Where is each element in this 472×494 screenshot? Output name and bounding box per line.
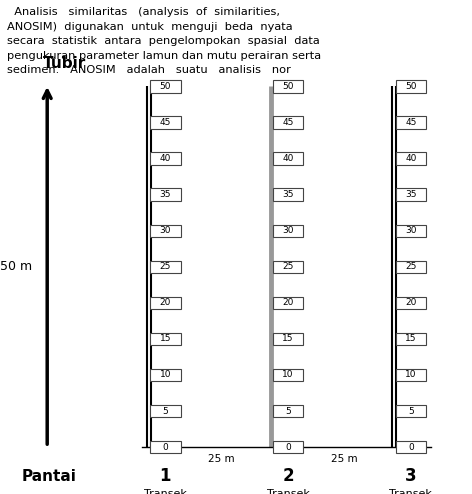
Text: 40: 40 <box>282 154 294 163</box>
Text: 45: 45 <box>282 118 294 127</box>
FancyBboxPatch shape <box>273 441 303 453</box>
FancyBboxPatch shape <box>150 224 181 237</box>
Text: 1: 1 <box>160 467 171 485</box>
Text: 40: 40 <box>405 154 417 163</box>
Text: 25 m: 25 m <box>331 454 358 464</box>
Text: 15: 15 <box>405 334 417 343</box>
Text: 3: 3 <box>405 467 417 485</box>
FancyBboxPatch shape <box>150 152 181 165</box>
Text: 50 m: 50 m <box>0 260 33 273</box>
FancyBboxPatch shape <box>273 296 303 309</box>
Text: Tubir: Tubir <box>42 56 86 71</box>
FancyBboxPatch shape <box>150 405 181 417</box>
Text: Pantai: Pantai <box>21 469 76 484</box>
FancyBboxPatch shape <box>273 152 303 165</box>
Text: Analisis   similaritas   (analysis  of  similarities,
ANOSIM)  digunakan  untuk : Analisis similaritas (analysis of simila… <box>7 7 321 75</box>
Text: 40: 40 <box>160 154 171 163</box>
Text: 30: 30 <box>405 226 417 235</box>
FancyBboxPatch shape <box>273 405 303 417</box>
Text: Transek: Transek <box>267 489 310 494</box>
Text: 25: 25 <box>405 262 417 271</box>
Text: 50: 50 <box>160 82 171 91</box>
Text: 0: 0 <box>408 443 414 452</box>
FancyBboxPatch shape <box>150 296 181 309</box>
Text: 25: 25 <box>282 262 294 271</box>
Text: Transek: Transek <box>389 489 432 494</box>
FancyBboxPatch shape <box>396 224 426 237</box>
FancyBboxPatch shape <box>396 369 426 381</box>
Text: 10: 10 <box>282 370 294 379</box>
Text: 35: 35 <box>160 190 171 199</box>
FancyBboxPatch shape <box>273 80 303 93</box>
FancyBboxPatch shape <box>396 117 426 129</box>
FancyBboxPatch shape <box>396 296 426 309</box>
FancyBboxPatch shape <box>396 80 426 93</box>
FancyBboxPatch shape <box>396 333 426 345</box>
Text: 50: 50 <box>405 82 417 91</box>
Text: 5: 5 <box>285 407 291 415</box>
Text: 0: 0 <box>162 443 169 452</box>
Text: 20: 20 <box>282 298 294 307</box>
FancyBboxPatch shape <box>150 441 181 453</box>
FancyBboxPatch shape <box>150 333 181 345</box>
Text: 5: 5 <box>408 407 414 415</box>
FancyBboxPatch shape <box>396 189 426 201</box>
FancyBboxPatch shape <box>150 369 181 381</box>
Text: 35: 35 <box>405 190 417 199</box>
Text: 50: 50 <box>282 82 294 91</box>
FancyBboxPatch shape <box>396 261 426 273</box>
Text: 30: 30 <box>160 226 171 235</box>
FancyBboxPatch shape <box>273 117 303 129</box>
Text: Transek: Transek <box>144 489 187 494</box>
FancyBboxPatch shape <box>273 333 303 345</box>
Text: 35: 35 <box>282 190 294 199</box>
FancyBboxPatch shape <box>273 189 303 201</box>
Text: 20: 20 <box>405 298 417 307</box>
Text: 45: 45 <box>160 118 171 127</box>
Text: 30: 30 <box>282 226 294 235</box>
FancyBboxPatch shape <box>273 261 303 273</box>
Text: 15: 15 <box>282 334 294 343</box>
FancyBboxPatch shape <box>150 189 181 201</box>
Text: 10: 10 <box>160 370 171 379</box>
FancyBboxPatch shape <box>273 369 303 381</box>
FancyBboxPatch shape <box>150 80 181 93</box>
FancyBboxPatch shape <box>273 224 303 237</box>
Text: 25: 25 <box>160 262 171 271</box>
Text: 0: 0 <box>285 443 291 452</box>
Text: 2: 2 <box>282 467 294 485</box>
FancyBboxPatch shape <box>150 261 181 273</box>
FancyBboxPatch shape <box>396 152 426 165</box>
Text: 25 m: 25 m <box>208 454 235 464</box>
FancyBboxPatch shape <box>396 405 426 417</box>
Text: 45: 45 <box>405 118 417 127</box>
Text: 15: 15 <box>160 334 171 343</box>
Text: 20: 20 <box>160 298 171 307</box>
FancyBboxPatch shape <box>396 441 426 453</box>
FancyBboxPatch shape <box>150 117 181 129</box>
Text: 10: 10 <box>405 370 417 379</box>
Text: 5: 5 <box>162 407 169 415</box>
